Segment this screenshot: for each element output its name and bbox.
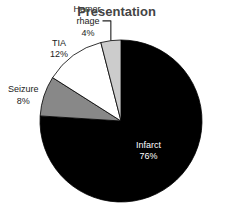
svg-text:Seizure8%: Seizure8% (8, 84, 39, 106)
svg-text:Hemor.rhage4%: Hemor.rhage4% (73, 4, 102, 37)
svg-text:Presentation: Presentation (77, 4, 156, 19)
svg-text:Infarct76%: Infarct76% (136, 140, 162, 162)
svg-text:TIA12%: TIA12% (50, 38, 68, 60)
